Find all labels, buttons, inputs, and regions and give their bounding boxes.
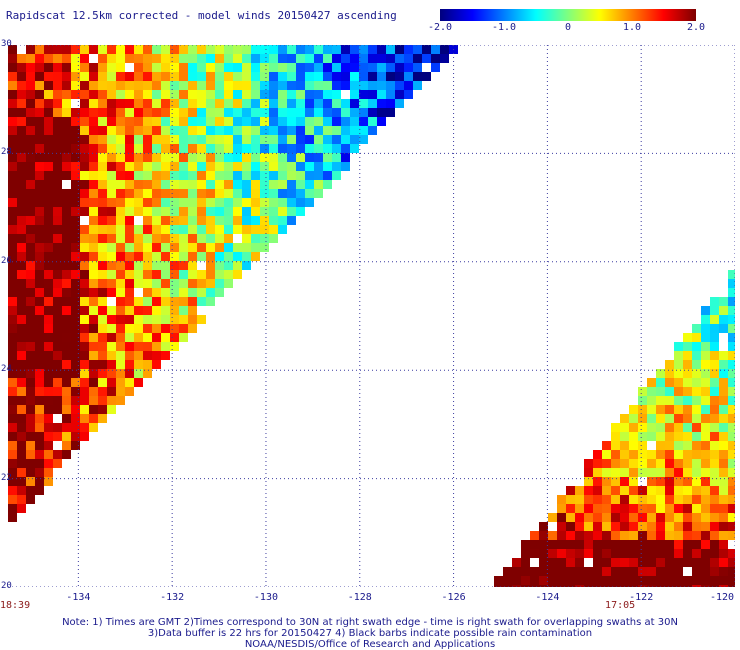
colorbar-tick-label: 1.0 bbox=[622, 22, 642, 33]
note-line-2: 3)Data buffer is 22 hrs for 20150427 4) … bbox=[147, 628, 593, 639]
longitude-tick-label: -132 bbox=[160, 592, 185, 603]
longitude-tick-label: -120 bbox=[709, 592, 735, 603]
longitude-tick-label: -122 bbox=[629, 592, 654, 603]
note-line-3: NOAA/NESDIS/Office of Research and Appli… bbox=[244, 639, 496, 650]
map-title: Rapidscat 12.5km corrected - model winds… bbox=[6, 9, 397, 22]
colorbar-tick-label: 0 bbox=[564, 22, 572, 33]
longitude-tick-label: -124 bbox=[535, 592, 560, 603]
colorbar-tick-label: -2.0 bbox=[427, 22, 453, 33]
note-line-1: Note: 1) Times are GMT 2)Times correspon… bbox=[62, 617, 678, 628]
latitude-tick-label: 28 bbox=[1, 147, 12, 158]
latitude-tick-label: 24 bbox=[1, 364, 12, 375]
swath-time-label: 18:39 bbox=[0, 600, 31, 611]
latitude-tick-label: 26 bbox=[1, 255, 12, 266]
latitude-tick-label: 20 bbox=[1, 581, 12, 591]
swath-time-label: 17:05 bbox=[605, 600, 636, 611]
colorbar-tick-label: -1.0 bbox=[491, 22, 517, 33]
latitude-tick-label: 30 bbox=[1, 39, 12, 49]
colorbar bbox=[440, 9, 696, 21]
colorbar-tick-label: 2.0 bbox=[686, 22, 706, 33]
longitude-tick-label: -126 bbox=[441, 592, 466, 603]
longitude-tick-label: -134 bbox=[66, 592, 91, 603]
longitude-tick-label: -130 bbox=[253, 592, 278, 603]
longitude-tick-label: -128 bbox=[347, 592, 372, 603]
latitude-tick-label: 22 bbox=[1, 472, 12, 483]
wind-difference-map bbox=[8, 45, 735, 587]
